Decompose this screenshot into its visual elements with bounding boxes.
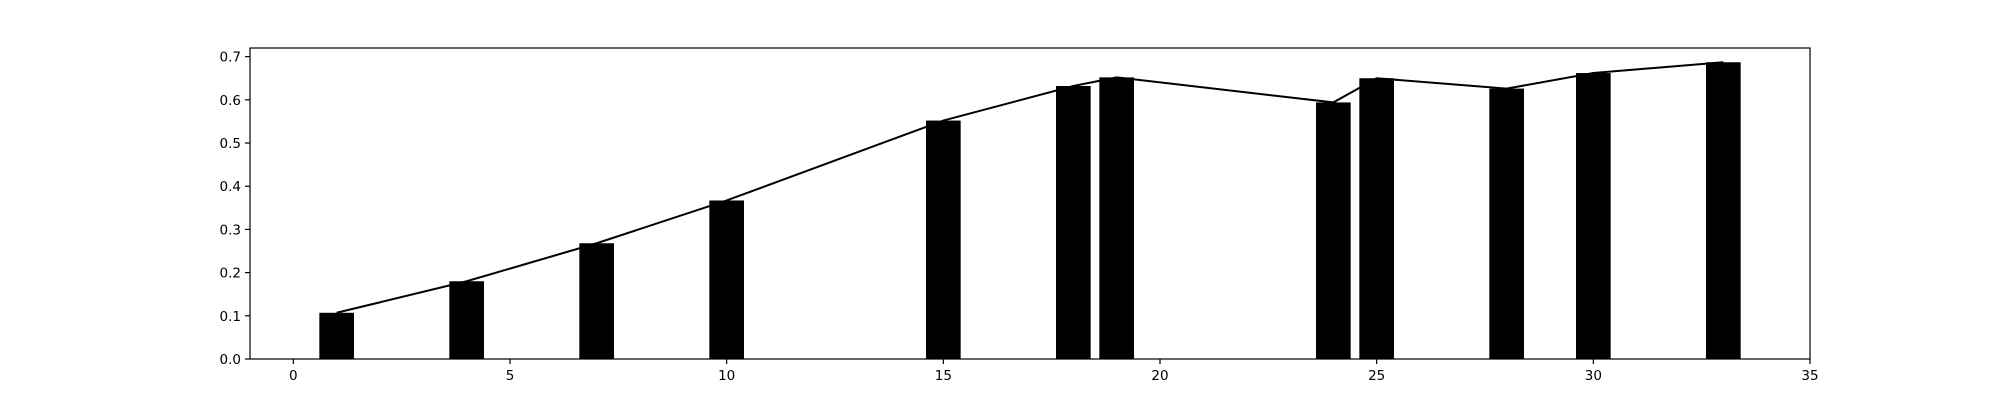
bar xyxy=(709,200,744,359)
y-tick-label: 0.2 xyxy=(220,266,241,282)
y-tick-label: 0.6 xyxy=(220,93,241,109)
x-tick-label: 10 xyxy=(718,368,735,384)
bar xyxy=(1316,102,1351,360)
x-tick-label: 25 xyxy=(1368,368,1385,384)
axes-layer xyxy=(249,47,1811,360)
y-tick-label: 0.7 xyxy=(220,50,241,66)
bar xyxy=(1359,78,1394,359)
x-tick-label: 15 xyxy=(935,368,952,384)
x-axis-ticks: 0 5 10 15 20 25 30 35 xyxy=(289,359,1819,384)
bars-layer xyxy=(319,62,1741,360)
y-tick-label: 0.1 xyxy=(220,309,241,325)
x-tick-label: 35 xyxy=(1801,368,1818,384)
y-axis-ticks: 0.0 0.1 0.2 0.3 0.4 0.5 0.6 0.7 xyxy=(220,50,250,368)
bar xyxy=(449,281,484,359)
y-tick-label: 0.4 xyxy=(220,179,241,195)
y-tick-label: 0.3 xyxy=(220,222,241,238)
x-tick-label: 20 xyxy=(1151,368,1168,384)
x-tick-label: 5 xyxy=(506,368,515,384)
bar xyxy=(1706,62,1741,360)
bar xyxy=(1576,73,1611,359)
bar xyxy=(1056,86,1091,359)
bar xyxy=(319,312,354,359)
plot-frame xyxy=(249,47,1811,360)
x-tick-label: 0 xyxy=(289,368,298,384)
bar xyxy=(579,243,614,359)
x-tick-label: 30 xyxy=(1585,368,1602,384)
bar xyxy=(926,120,961,359)
y-tick-label: 0.0 xyxy=(220,352,241,368)
bar xyxy=(1489,88,1524,359)
line-layer xyxy=(336,61,1724,314)
series-line xyxy=(336,61,1724,314)
y-tick-label: 0.5 xyxy=(220,136,241,152)
bar xyxy=(1099,77,1134,359)
